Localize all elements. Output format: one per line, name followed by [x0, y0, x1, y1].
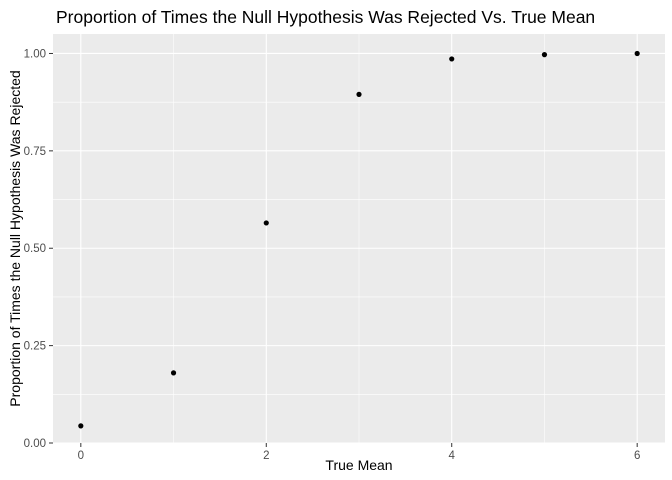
data-point	[449, 56, 455, 62]
y-tick-label: 0.00	[24, 438, 46, 450]
x-tick-label: 0	[78, 450, 84, 462]
chart-title: Proportion of Times the Null Hypothesis …	[56, 7, 595, 27]
y-axis: 0.00 0.25 0.50 0.75 1.00	[24, 48, 53, 450]
y-axis-title: Proportion of Times the Null Hypothesis …	[7, 70, 23, 406]
grid-minor	[53, 34, 665, 443]
x-tick-label: 6	[634, 450, 640, 462]
y-tick-label: 0.25	[24, 341, 46, 353]
data-point	[356, 91, 362, 97]
data-point	[263, 220, 269, 226]
grid-major	[53, 34, 665, 444]
data-points	[78, 50, 640, 429]
x-axis-title: True Mean	[325, 457, 392, 473]
y-tick-label: 1.00	[24, 48, 46, 60]
x-axis: 0 2 4 6	[78, 443, 640, 462]
x-tick-label: 4	[449, 450, 456, 462]
y-tick-label: 0.50	[24, 243, 46, 255]
x-tick-label: 2	[263, 450, 269, 462]
data-point	[634, 50, 640, 57]
data-point	[541, 52, 548, 58]
data-point	[78, 423, 84, 429]
data-point	[170, 370, 177, 376]
y-tick-label: 0.75	[24, 146, 46, 158]
